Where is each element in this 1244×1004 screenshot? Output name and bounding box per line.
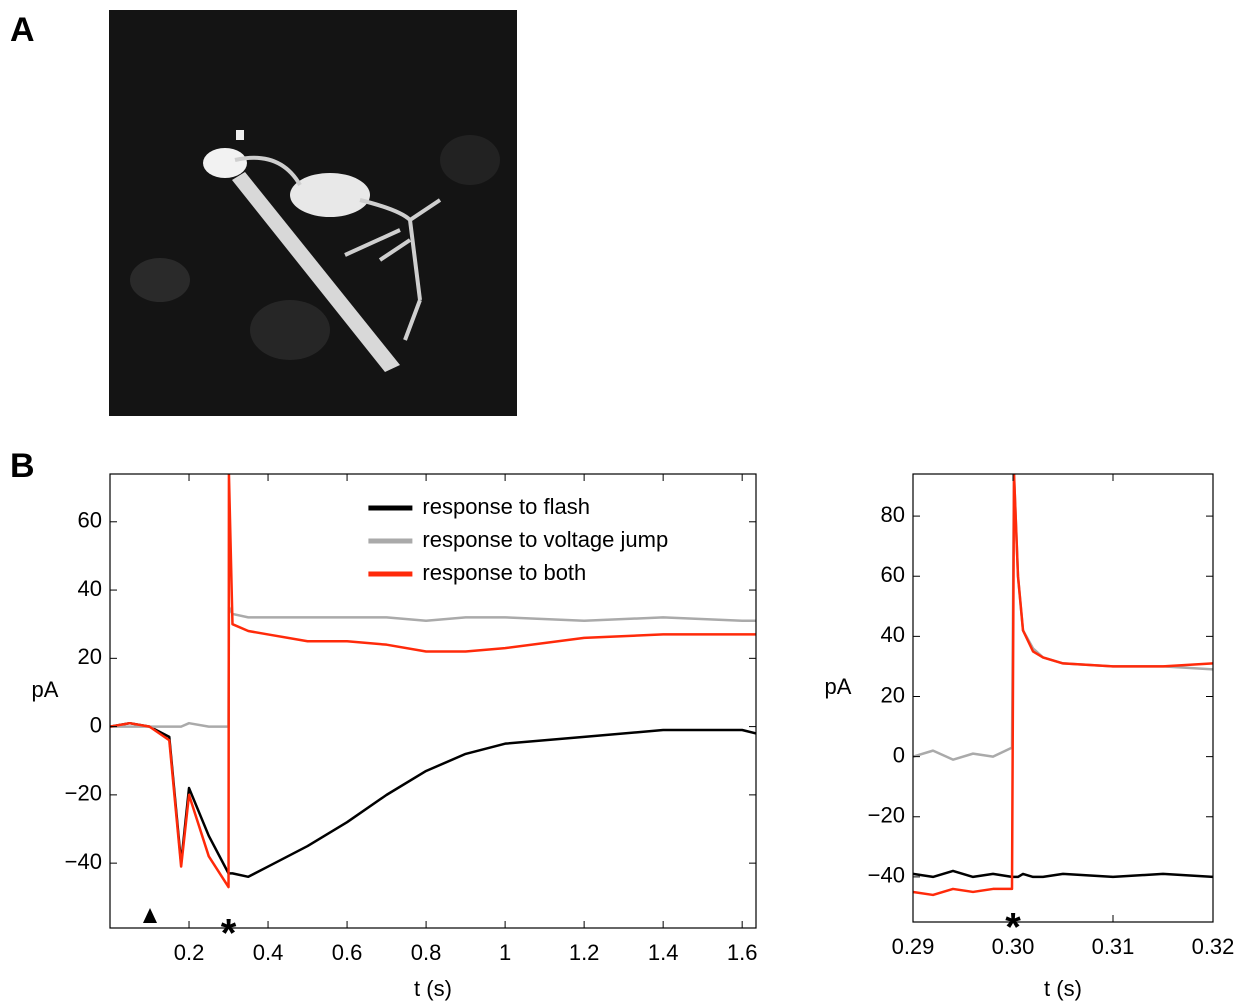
y-tick-label: 80	[881, 502, 905, 527]
x-tick-label: 1	[499, 940, 511, 965]
x-tick-label: 0.2	[174, 940, 205, 965]
y-tick-label: 60	[78, 508, 102, 533]
y-tick-label: 40	[78, 576, 102, 601]
y-tick-label: −40	[868, 863, 905, 888]
x-tick-label: 1.2	[569, 940, 600, 965]
x-axis-label: t (s)	[414, 976, 452, 1001]
legend-label: response to both	[422, 560, 586, 585]
y-tick-label: 60	[881, 562, 905, 587]
x-tick-label: 1.6	[727, 940, 758, 965]
x-tick-label: 1.4	[648, 940, 679, 965]
panel-label: A	[10, 11, 35, 49]
plot-area	[913, 474, 1213, 897]
data-line	[110, 605, 756, 728]
x-tick-label: 0.31	[1092, 934, 1135, 959]
x-tick-label: 0.8	[411, 940, 442, 965]
micrograph	[109, 10, 517, 416]
x-tick-label: 0.4	[253, 940, 284, 965]
flash-marker	[143, 908, 157, 923]
data-line	[913, 474, 1213, 897]
y-tick-label: 0	[893, 742, 905, 767]
data-line	[913, 474, 1213, 761]
data-line	[913, 869, 1213, 879]
plot-area	[110, 474, 756, 889]
y-axis-label: pA	[825, 674, 852, 699]
y-tick-label: −40	[65, 849, 102, 874]
legend-label: response to voltage jump	[422, 527, 668, 552]
annotation: *	[1005, 906, 1021, 950]
y-tick-label: 0	[90, 712, 102, 737]
y-tick-label: −20	[868, 803, 905, 828]
x-tick-label: 0.6	[332, 940, 363, 965]
x-tick-label: 0.30	[992, 934, 1035, 959]
y-tick-label: 20	[78, 644, 102, 669]
axes-frame	[912, 473, 1214, 923]
annotation: *	[221, 912, 237, 956]
panel-label: B	[10, 447, 35, 485]
y-tick-label: 20	[881, 682, 905, 707]
x-tick-label: 0.29	[892, 934, 935, 959]
y-tick-label: −20	[65, 781, 102, 806]
axes-frame	[109, 473, 757, 929]
legend-label: response to flash	[422, 494, 590, 519]
x-tick-label: 0.32	[1192, 934, 1235, 959]
data-line	[110, 474, 756, 889]
x-axis-label: t (s)	[1044, 976, 1082, 1001]
y-tick-label: 40	[881, 622, 905, 647]
y-axis-label: pA	[32, 677, 59, 702]
